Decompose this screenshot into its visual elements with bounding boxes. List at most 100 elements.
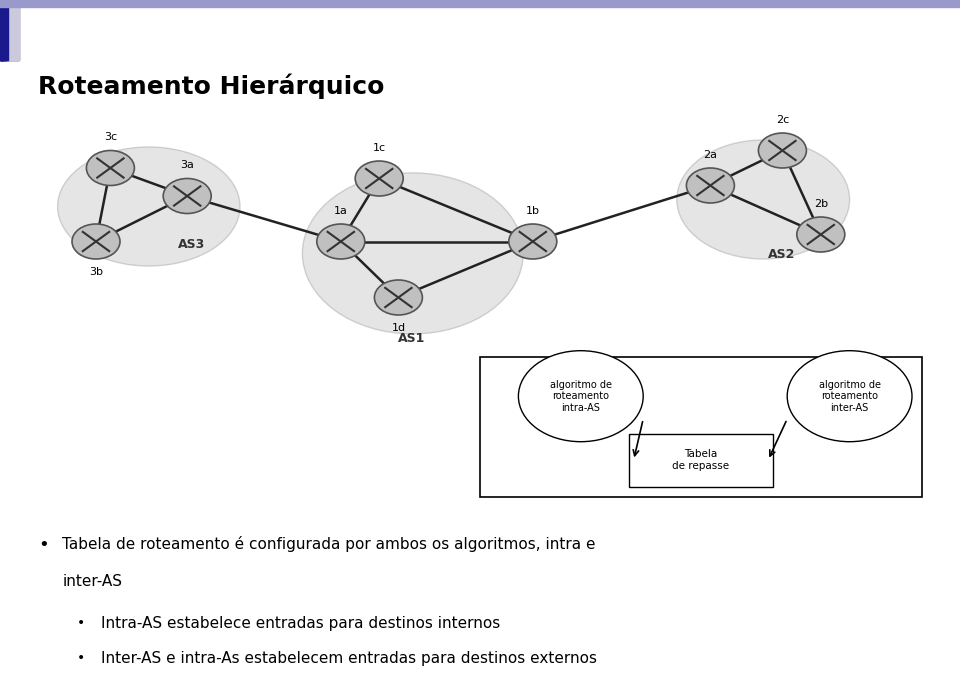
Bar (7, 7, 16, 60)
Text: •: • (38, 536, 49, 554)
Bar (5, 7, 14, 60)
Bar (0, 7, 10, 60)
Bar (3, 7, 12, 60)
Bar (9, 7, 18, 60)
Bar (5, 7, 14, 60)
Bar (1, 7, 11, 60)
Bar (4, 7, 13, 60)
Bar (3, 7, 12, 60)
Bar (6, 7, 15, 60)
Bar (3, 7, 12, 60)
Bar (8, 7, 17, 60)
Bar (4, 7, 13, 60)
Bar (10, 7, 19, 60)
Text: algoritmo de
roteamento
intra-AS: algoritmo de roteamento intra-AS (550, 379, 612, 413)
Circle shape (374, 280, 422, 315)
Bar (6, 7, 15, 60)
Text: AS1: AS1 (398, 332, 426, 346)
Bar (9, 7, 18, 60)
Bar (3, 7, 12, 60)
Circle shape (317, 224, 365, 259)
Text: 2a: 2a (704, 150, 717, 160)
Bar (8, 7, 17, 60)
Bar (4, 7, 13, 60)
Text: Roteamento Hierárquico: Roteamento Hierárquico (38, 74, 385, 99)
Bar (0, 7, 10, 60)
Bar (4, 7, 13, 60)
Bar (9, 7, 18, 60)
Bar (8, 7, 17, 60)
Ellipse shape (787, 351, 912, 442)
Bar (2, 7, 12, 60)
Text: Tabela
de repasse: Tabela de repasse (672, 449, 730, 471)
Bar (3, 7, 12, 60)
Text: 1d: 1d (392, 323, 405, 333)
Bar (7, 7, 16, 60)
Circle shape (509, 224, 557, 259)
Bar (8, 7, 17, 60)
Bar (1, 7, 11, 60)
Bar (6, 7, 15, 60)
Bar (9, 7, 18, 60)
Bar (5, 7, 13, 60)
FancyBboxPatch shape (629, 434, 773, 486)
Bar (7, 7, 17, 60)
Bar (7, 7, 16, 60)
Bar (2, 7, 12, 60)
Bar (1, 7, 11, 60)
Bar (9, 7, 18, 60)
Text: 2b: 2b (814, 199, 828, 209)
Bar (7, 7, 16, 60)
Bar (3, 7, 12, 60)
Bar (9, 7, 18, 60)
Bar (1, 7, 11, 60)
Circle shape (86, 150, 134, 186)
Bar (6, 7, 15, 60)
Circle shape (72, 224, 120, 259)
Bar (0, 7, 10, 60)
Text: AS3: AS3 (178, 238, 204, 251)
Bar (1, 7, 11, 60)
Bar (10, 7, 19, 60)
Bar (0, 0, 960, 7)
Bar (6, 7, 15, 60)
Bar (8, 7, 17, 60)
Text: Inter-AS e intra-As estabelecem entradas para destinos externos: Inter-AS e intra-As estabelecem entradas… (101, 651, 597, 666)
Bar (1, 7, 11, 60)
Bar (0, 7, 8, 60)
Bar (2, 7, 12, 60)
Bar (1, 7, 11, 60)
Bar (5, 7, 14, 60)
Circle shape (797, 217, 845, 252)
Bar (2, 7, 12, 60)
Bar (1, 7, 11, 60)
Bar (7, 7, 16, 60)
Bar (6, 7, 15, 60)
Text: •: • (77, 651, 85, 665)
Bar (10, 7, 19, 60)
Bar (8, 7, 17, 60)
Bar (6, 7, 14, 60)
Text: 1c: 1c (372, 143, 386, 153)
Text: 3a: 3a (180, 160, 194, 170)
Bar (6, 7, 15, 60)
Bar (6, 7, 15, 60)
Bar (2, 7, 12, 60)
Text: Tabela de roteamento é configurada por ambos os algoritmos, intra e: Tabela de roteamento é configurada por a… (62, 536, 596, 552)
Bar (2, 7, 12, 60)
Bar (0, 7, 10, 60)
Bar (8, 7, 17, 60)
Bar (2, 7, 12, 60)
Bar (2, 7, 12, 60)
Text: 1b: 1b (526, 206, 540, 216)
Bar (4, 7, 13, 60)
Bar (7, 7, 16, 60)
Bar (5, 7, 14, 60)
Bar (2, 7, 12, 60)
Bar (4, 7, 13, 60)
Text: algoritmo de
roteamento
inter-AS: algoritmo de roteamento inter-AS (819, 379, 880, 413)
Bar (7, 7, 16, 60)
Bar (1, 7, 11, 60)
Text: inter-AS: inter-AS (62, 574, 123, 589)
Text: 3b: 3b (89, 267, 103, 277)
